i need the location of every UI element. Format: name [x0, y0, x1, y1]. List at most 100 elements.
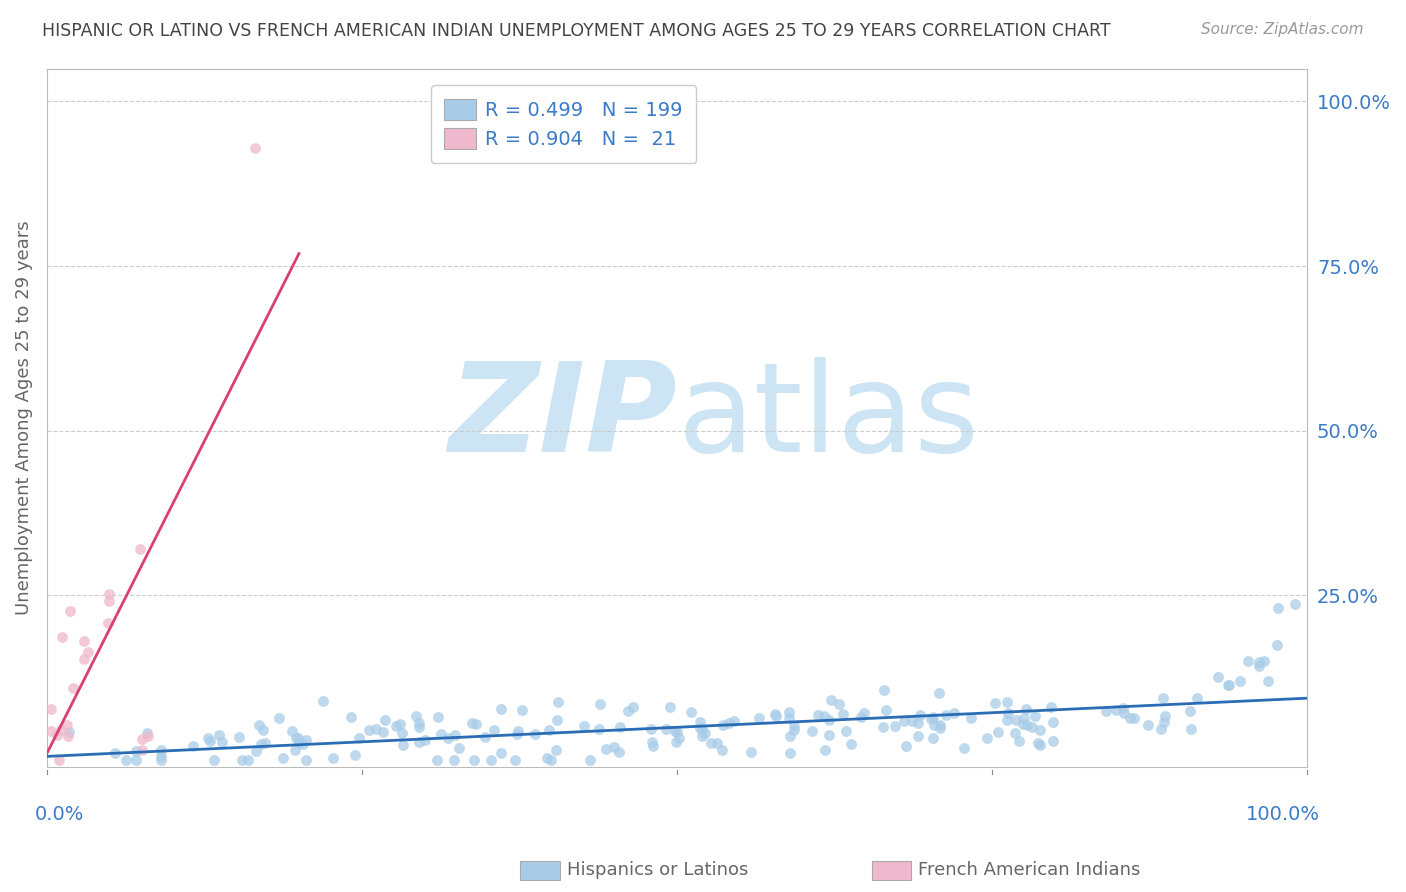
Point — [281, 724, 304, 739]
Point — [287, 731, 309, 746]
Point — [269, 711, 291, 725]
Point — [128, 541, 150, 556]
Point — [588, 722, 610, 736]
Point — [125, 753, 148, 767]
Point — [872, 720, 894, 734]
Point — [1206, 670, 1229, 684]
Point — [935, 708, 957, 723]
Point — [1247, 655, 1270, 669]
Point — [1180, 723, 1202, 737]
Point — [894, 739, 917, 753]
Point — [1153, 714, 1175, 729]
Point — [48, 753, 70, 767]
Point — [408, 720, 430, 734]
Point — [295, 732, 318, 747]
Point — [46, 728, 69, 742]
Point — [689, 721, 711, 735]
Point — [588, 698, 610, 712]
Point — [655, 723, 678, 737]
Point — [347, 731, 370, 746]
Point — [740, 745, 762, 759]
Point — [706, 736, 728, 750]
Point — [503, 753, 526, 767]
Point — [72, 652, 94, 666]
Text: Hispanics or Latinos: Hispanics or Latinos — [567, 861, 748, 879]
Point — [929, 721, 952, 735]
Point — [873, 683, 896, 698]
Point — [1112, 706, 1135, 720]
Point — [1247, 658, 1270, 673]
Point — [976, 731, 998, 745]
Point — [149, 743, 172, 757]
Point — [1095, 704, 1118, 718]
Point — [465, 717, 488, 731]
Point — [818, 728, 841, 742]
Point — [839, 737, 862, 751]
Point — [1029, 723, 1052, 738]
Point — [800, 724, 823, 739]
Point — [1004, 726, 1026, 740]
Point — [1112, 700, 1135, 714]
Point — [664, 723, 686, 738]
Point — [104, 746, 127, 760]
Point — [987, 725, 1010, 739]
Point — [783, 719, 806, 733]
Point — [679, 705, 702, 719]
Point — [474, 730, 496, 744]
Point — [960, 711, 983, 725]
Point — [287, 735, 309, 749]
Point — [717, 716, 740, 731]
Point — [820, 692, 842, 706]
Point — [489, 747, 512, 761]
Point — [413, 733, 436, 747]
Point — [574, 719, 596, 733]
Point — [929, 718, 952, 732]
Point — [461, 715, 484, 730]
Point — [693, 725, 716, 739]
Point — [236, 753, 259, 767]
Point — [405, 708, 427, 723]
Point — [374, 713, 396, 727]
Point — [1119, 711, 1142, 725]
Point — [1154, 709, 1177, 723]
Point — [779, 729, 801, 743]
Point — [385, 719, 408, 733]
Point — [1218, 678, 1240, 692]
Point — [76, 645, 98, 659]
Point — [1187, 690, 1209, 705]
Point — [943, 706, 966, 720]
Point — [690, 729, 713, 743]
Point — [489, 702, 512, 716]
Point — [523, 726, 546, 740]
Point — [97, 615, 120, 630]
Point — [893, 714, 915, 728]
Point — [294, 753, 316, 767]
Point — [202, 753, 225, 767]
Point — [907, 716, 929, 731]
Point — [928, 686, 950, 700]
Point — [98, 587, 121, 601]
Point — [1012, 717, 1035, 731]
Point — [312, 694, 335, 708]
Text: 100.0%: 100.0% — [1246, 805, 1320, 824]
Point — [723, 714, 745, 728]
Point — [252, 723, 274, 737]
Point — [1012, 711, 1035, 725]
Point — [920, 712, 942, 726]
Point — [183, 739, 205, 754]
Point — [62, 681, 84, 695]
Point — [1152, 691, 1174, 706]
Point — [1178, 704, 1201, 718]
Point — [56, 729, 79, 743]
Point — [689, 715, 711, 730]
Point — [778, 705, 800, 719]
Point — [640, 723, 662, 737]
Point — [41, 702, 63, 716]
Point — [131, 731, 153, 746]
Point — [748, 711, 770, 725]
Point — [245, 744, 267, 758]
Point — [907, 729, 929, 743]
Point — [547, 695, 569, 709]
Point — [995, 713, 1018, 727]
Point — [366, 722, 388, 736]
